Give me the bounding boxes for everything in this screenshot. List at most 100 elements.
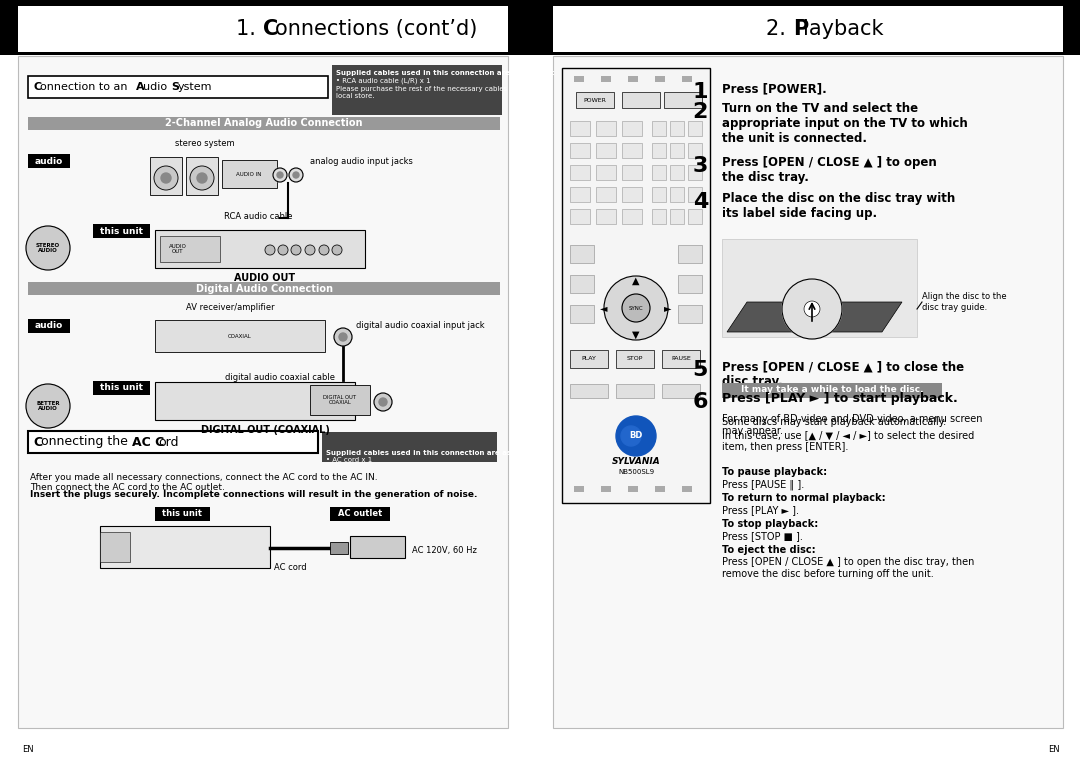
Text: layback: layback <box>804 19 883 39</box>
Text: STOP: STOP <box>626 356 644 362</box>
Bar <box>688 165 702 180</box>
Bar <box>652 121 666 136</box>
Bar <box>330 542 348 554</box>
Text: BETTER
AUDIO: BETTER AUDIO <box>37 401 59 411</box>
Bar <box>616 350 654 368</box>
Text: AC 120V, 60 Hz: AC 120V, 60 Hz <box>411 546 477 555</box>
Text: digital audio coaxial cable: digital audio coaxial cable <box>225 374 335 382</box>
Bar <box>678 245 702 263</box>
Bar <box>93 224 150 238</box>
Text: Press [PLAY ► ] to start playback.: Press [PLAY ► ] to start playback. <box>723 392 958 405</box>
Bar <box>570 165 590 180</box>
Text: onnecting the: onnecting the <box>41 436 132 449</box>
Circle shape <box>190 166 214 190</box>
Bar <box>562 68 710 503</box>
Text: AC outlet: AC outlet <box>338 510 382 519</box>
Text: udio: udio <box>143 82 171 92</box>
Circle shape <box>305 245 315 255</box>
Text: ◄: ◄ <box>600 303 608 313</box>
Bar <box>670 121 684 136</box>
Text: 6: 6 <box>692 392 708 412</box>
Text: DIGITAL OUT
COAXIAL: DIGITAL OUT COAXIAL <box>323 394 356 405</box>
Bar <box>186 157 218 195</box>
Circle shape <box>319 245 329 255</box>
Bar <box>627 486 638 492</box>
Text: Press [PLAY ► ].: Press [PLAY ► ]. <box>723 505 799 515</box>
Bar <box>160 236 220 262</box>
Text: Place the disc on the disc tray with
its label side facing up.: Place the disc on the disc tray with its… <box>723 192 955 220</box>
Bar <box>100 526 270 568</box>
Bar <box>576 92 615 108</box>
Text: audio: audio <box>35 156 63 166</box>
Bar <box>627 76 638 82</box>
Bar <box>350 536 405 558</box>
Circle shape <box>273 168 287 182</box>
Bar <box>332 65 502 115</box>
Bar <box>596 209 616 224</box>
Text: Press [STOP ■ ].: Press [STOP ■ ]. <box>723 531 802 541</box>
Bar <box>553 6 1063 52</box>
Bar <box>681 486 692 492</box>
Text: PLAY: PLAY <box>581 356 596 362</box>
Circle shape <box>154 166 178 190</box>
Text: audio: audio <box>35 321 63 330</box>
Bar <box>622 165 642 180</box>
Text: AUDIO OUT: AUDIO OUT <box>234 273 296 283</box>
Text: Digital Audio Connection: Digital Audio Connection <box>195 284 333 294</box>
Text: stereo system: stereo system <box>175 139 234 147</box>
Bar <box>681 76 692 82</box>
Text: ▼: ▼ <box>632 330 639 340</box>
Bar <box>573 486 584 492</box>
Text: Press [POWER].: Press [POWER]. <box>723 82 827 95</box>
Text: ystem: ystem <box>178 82 213 92</box>
Bar <box>688 209 702 224</box>
Bar <box>93 381 150 395</box>
Text: C: C <box>33 436 42 449</box>
Circle shape <box>339 333 347 341</box>
Bar <box>670 209 684 224</box>
Text: this unit: this unit <box>99 227 143 236</box>
Bar <box>570 384 608 398</box>
Text: C: C <box>33 82 41 92</box>
Text: • AC cord x 1: • AC cord x 1 <box>326 457 373 463</box>
Bar <box>600 486 611 492</box>
Bar <box>156 507 210 521</box>
Text: this unit: this unit <box>162 510 202 519</box>
Bar <box>678 305 702 323</box>
Text: It may take a while to load the disc.: It may take a while to load the disc. <box>741 385 923 394</box>
Polygon shape <box>727 302 902 332</box>
Bar <box>330 507 390 521</box>
Text: DIGITAL OUT (COAXIAL): DIGITAL OUT (COAXIAL) <box>201 425 329 435</box>
Text: NB500SL9: NB500SL9 <box>618 469 654 475</box>
Bar <box>553 56 1063 728</box>
Text: Align the disc to the
disc tray guide.: Align the disc to the disc tray guide. <box>922 292 1007 312</box>
Text: Press [OPEN / CLOSE ▲ ] to close the
disc tray.: Press [OPEN / CLOSE ▲ ] to close the dis… <box>723 360 964 388</box>
Text: Turn on the TV and select the
appropriate input on the TV to which
the unit is c: Turn on the TV and select the appropriat… <box>723 102 968 145</box>
Bar <box>28 431 318 453</box>
Circle shape <box>334 328 352 346</box>
Bar <box>596 187 616 202</box>
Text: To eject the disc:: To eject the disc: <box>723 545 815 555</box>
Circle shape <box>278 245 288 255</box>
Circle shape <box>332 245 342 255</box>
Bar <box>28 117 500 130</box>
Bar <box>596 165 616 180</box>
Text: SYNC: SYNC <box>629 305 644 311</box>
Text: Press [PAUSE ‖ ].: Press [PAUSE ‖ ]. <box>723 479 805 490</box>
Circle shape <box>291 245 301 255</box>
Bar <box>573 76 584 82</box>
Text: PAUSE: PAUSE <box>671 356 691 362</box>
Bar <box>670 143 684 158</box>
Bar <box>654 486 665 492</box>
Text: 1.: 1. <box>237 19 264 39</box>
Circle shape <box>26 226 70 270</box>
Bar <box>723 383 942 398</box>
Text: To pause playback:: To pause playback: <box>723 467 827 477</box>
Text: 2-Channel Analog Audio Connection: 2-Channel Analog Audio Connection <box>165 118 363 128</box>
Circle shape <box>265 245 275 255</box>
Text: Supplied cables used in this connection are as follows:: Supplied cables used in this connection … <box>336 70 555 76</box>
Bar <box>596 143 616 158</box>
Text: STEREO
AUDIO: STEREO AUDIO <box>36 243 60 253</box>
Bar <box>322 432 497 462</box>
Text: S: S <box>171 82 179 92</box>
